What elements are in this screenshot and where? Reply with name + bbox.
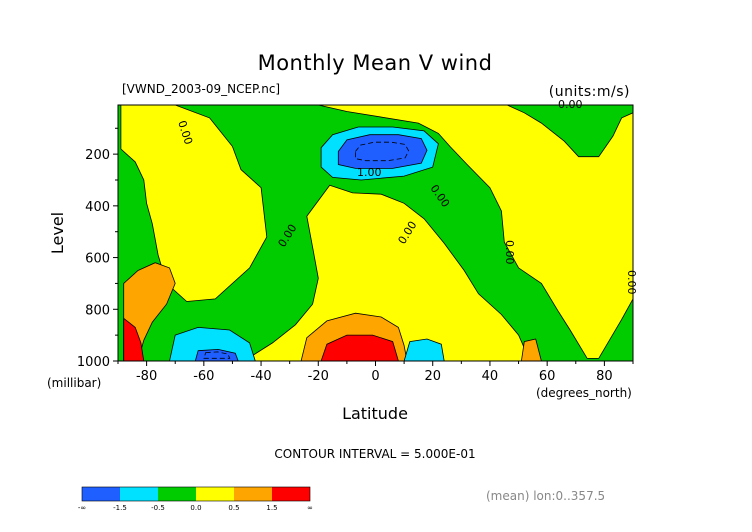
colorbar-level-label: -1.5 (113, 504, 127, 512)
y-axis-units: (millibar) (47, 376, 101, 390)
chart-title: Monthly Mean V wind (258, 51, 493, 75)
red-low-center (320, 334, 399, 361)
y-tick-label: 1000 (77, 355, 110, 370)
x-tick-label: 60 (539, 369, 556, 384)
green-patch-north (506, 105, 633, 158)
x-axis-units: (degrees_north) (536, 386, 632, 400)
contour-label: 0.00 (625, 270, 638, 295)
y-tick-label: 400 (85, 200, 110, 215)
y-tick-label: 800 (85, 303, 110, 318)
source-label: [VWND_2003-09_NCEP.nc] (122, 82, 280, 96)
colorbar-swatch (196, 487, 234, 501)
orange-low-north (520, 338, 542, 361)
northern-yellow-zone (318, 105, 633, 359)
colorbar-frame (81, 486, 311, 502)
x-tick-label: -80 (136, 369, 157, 384)
x-axis: -80 -60 -40 -20 0 20 40 60 80 (117, 361, 634, 384)
colorbar-swatch (234, 487, 272, 501)
colorbar-swatch (120, 487, 158, 501)
colorbar-level-label: 1.5 (266, 504, 277, 512)
red-lower-left (123, 317, 145, 361)
cyan-low-north (403, 338, 445, 361)
colorbar-swatch (272, 487, 310, 501)
y-tick-label: 200 (85, 148, 110, 163)
y-axis: 200 400 600 800 1000 (77, 127, 118, 370)
blue-upper-jet (337, 134, 428, 169)
units-label: (units:m/s) (549, 84, 630, 100)
contour-label: 1.00 (357, 166, 382, 179)
y-axis-title: Level (48, 212, 67, 254)
colorbar-level-label: 0.0 (190, 504, 201, 512)
southern-yellow-zone (120, 105, 268, 302)
footer-label: (mean) lon:0..357.5 (486, 489, 605, 503)
colorbar-level-label: 0.5 (228, 504, 239, 512)
x-tick-label: 0 (371, 369, 379, 384)
dashed-contour (203, 351, 231, 359)
colorbar-swatch (82, 487, 120, 501)
contour-label: 0.00 (503, 240, 516, 265)
contour-interval-label: CONTOUR INTERVAL = 5.000E-01 (274, 447, 475, 461)
x-tick-label: 80 (596, 369, 613, 384)
contour-plot-area (118, 105, 633, 361)
x-tick-label: -60 (193, 369, 214, 384)
central-yellow-zone (243, 184, 531, 361)
x-axis-title: Latitude (342, 404, 408, 423)
colorbar-level-label: -∞ (78, 504, 86, 512)
colorbar-swatch (158, 487, 196, 501)
x-tick-label: 20 (424, 369, 441, 384)
x-tick-label: -40 (250, 369, 271, 384)
colorbar-level-label: ∞ (307, 504, 313, 512)
x-tick-label: 40 (482, 369, 499, 384)
x-tick-label: -20 (308, 369, 329, 384)
colorbar-level-label: -0.5 (151, 504, 165, 512)
contour-label: 0.00 (558, 98, 583, 111)
dashed-contour (354, 141, 410, 162)
colorbar: -∞ -1.5 -0.5 0.0 0.5 1.5 ∞ (78, 486, 313, 512)
y-tick-label: 600 (85, 252, 110, 267)
